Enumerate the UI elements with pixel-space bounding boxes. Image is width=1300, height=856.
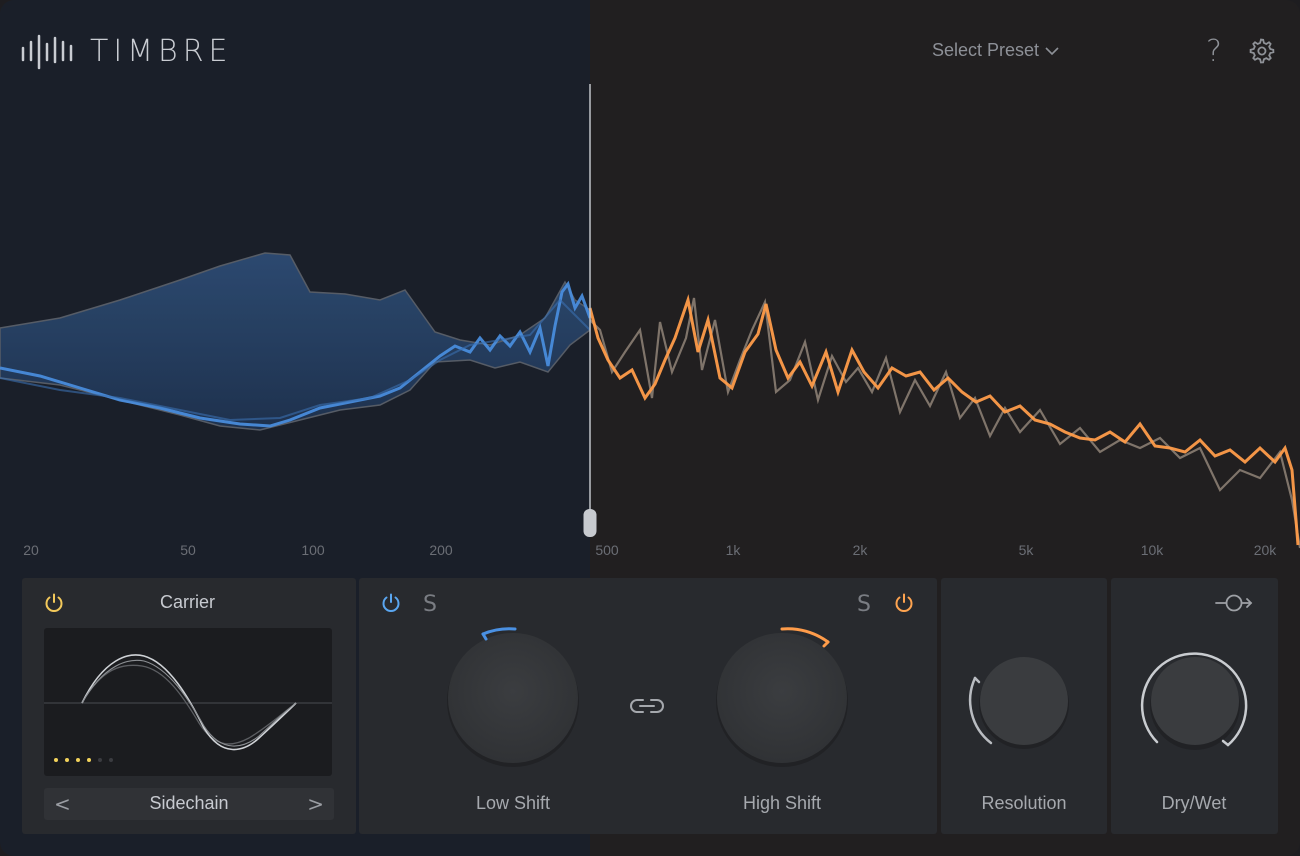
- carrier-page-dots: [54, 758, 113, 762]
- freq-tick: 500: [595, 542, 619, 558]
- high-band-shadow: [589, 297, 1300, 549]
- carrier-wave-ghost: [81, 664, 297, 745]
- gear-icon: [1249, 38, 1275, 64]
- drywet-mode-button[interactable]: [1214, 590, 1254, 621]
- resolution-knob[interactable]: [964, 648, 1084, 758]
- question-mark-icon[interactable]: ?: [1206, 34, 1222, 69]
- freq-tick: 20k: [1253, 542, 1277, 558]
- drywet-label: Dry/Wet: [1161, 793, 1227, 813]
- carrier-wave: [81, 654, 297, 751]
- crossover-handle[interactable]: [583, 509, 597, 537]
- resolution-arc: [968, 676, 993, 745]
- carrier-page-dot[interactable]: [109, 758, 113, 762]
- freq-tick: 50: [180, 542, 196, 558]
- resolution-label: Resolution: [981, 793, 1067, 813]
- high-shift-knob[interactable]: [702, 618, 862, 778]
- low-shift-label: Low Shift: [475, 793, 551, 813]
- high-band-trace: [588, 294, 1300, 546]
- carrier-wave-ghost-2: [81, 659, 297, 747]
- freq-tick: 200: [429, 542, 453, 558]
- low-band-trace: [0, 280, 592, 428]
- high-power-button[interactable]: [893, 592, 915, 614]
- carrier-waveform-display: [44, 628, 332, 776]
- next-source-button[interactable]: >: [307, 792, 324, 816]
- low-band-trace-secondary: [0, 298, 591, 422]
- spectrum-analyzer[interactable]: [0, 80, 1300, 550]
- low-power-button[interactable]: [380, 592, 402, 614]
- carrier-source-selector[interactable]: < Sidechain >: [44, 788, 334, 820]
- freq-tick: 2k: [852, 542, 868, 558]
- low-solo-button[interactable]: S: [423, 592, 437, 617]
- carrier-source-label: Sidechain: [149, 793, 229, 813]
- carrier-page-dot[interactable]: [87, 758, 91, 762]
- freq-tick: 20: [23, 542, 39, 558]
- link-button[interactable]: [629, 696, 665, 721]
- rotate-arrow-icon: [1215, 594, 1253, 612]
- carrier-power-button[interactable]: [43, 592, 65, 614]
- high-solo-button[interactable]: S: [857, 592, 871, 617]
- freq-tick: 100: [301, 542, 325, 558]
- preset-selector[interactable]: Select Preset: [932, 40, 1059, 61]
- high-shift-indicator: [780, 627, 830, 644]
- power-icon: [382, 593, 400, 612]
- carrier-page-dot[interactable]: [76, 758, 80, 762]
- waveform-bars-icon: [21, 34, 73, 70]
- drywet-knob[interactable]: [1137, 643, 1253, 759]
- freq-tick: 5k: [1018, 542, 1034, 558]
- power-icon: [895, 593, 913, 612]
- low-shift-knob[interactable]: [433, 618, 593, 778]
- high-shift-label: High Shift: [742, 793, 822, 813]
- settings-button[interactable]: [1247, 37, 1275, 65]
- low-band-envelope: [0, 252, 591, 431]
- freq-tick: 1k: [725, 542, 741, 558]
- drywet-arc: [1140, 652, 1248, 747]
- carrier-title: Carrier: [160, 592, 216, 612]
- link-icon: [630, 699, 664, 713]
- prev-source-button[interactable]: <: [54, 792, 71, 816]
- app-title: TIMBRE: [90, 33, 233, 69]
- power-icon: [45, 593, 63, 612]
- chevron-down-icon: [1045, 46, 1059, 55]
- logo: TIMBRE: [20, 32, 233, 70]
- carrier-page-dot[interactable]: [54, 758, 58, 762]
- preset-label: Select Preset: [932, 40, 1040, 60]
- freq-tick: 10k: [1140, 542, 1164, 558]
- carrier-page-dot[interactable]: [65, 758, 69, 762]
- carrier-page-dot[interactable]: [98, 758, 102, 762]
